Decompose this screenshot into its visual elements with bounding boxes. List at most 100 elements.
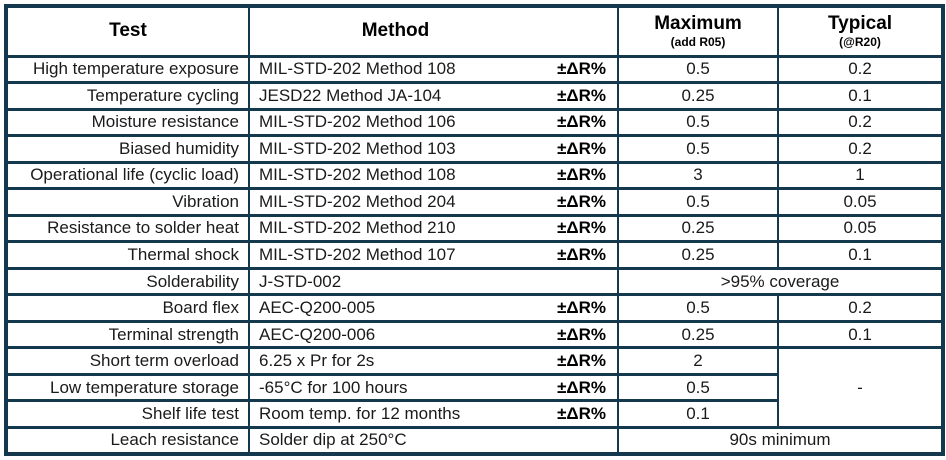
cell-typical: 0.2 [777, 54, 945, 85]
method-text: 6.25 x Pr for 2s [259, 351, 375, 371]
method-row: J-STD-002 [259, 272, 606, 292]
table-row-shelf-life-test: Shelf life test Room temp. for 12 months… [5, 399, 943, 429]
cell-typical: 0.2 [777, 293, 945, 323]
delta-r-label: ±ΔR% [557, 165, 607, 185]
cell-method: Solder dip at 250°C [247, 425, 620, 456]
delta-r-label: ±ΔR% [557, 351, 607, 371]
cell-typical: 0.1 [777, 240, 945, 270]
method-row: -65°C for 100 hours ±ΔR% [259, 378, 606, 398]
table-row-leach-resistance: Leach resistance Solder dip at 250°C 90s… [5, 425, 945, 456]
method-text: MIL-STD-202 Method 108 [259, 59, 456, 79]
table-row-low-temperature-storage: Low temperature storage -65°C for 100 ho… [5, 372, 943, 403]
cell-typical: 0.05 [777, 213, 945, 244]
cell-method: MIL-STD-202 Method 106 ±ΔR% [247, 107, 620, 138]
header-test-label: Test [109, 20, 147, 42]
header-maximum-label: Maximum [654, 13, 742, 35]
delta-r-label: ±ΔR% [557, 404, 607, 424]
cell-maximum: 3 [617, 160, 780, 191]
method-text: MIL-STD-202 Method 204 [259, 191, 456, 211]
cell-method: MIL-STD-202 Method 107 ±ΔR% [247, 240, 620, 270]
method-text: MIL-STD-202 Method 103 [259, 138, 456, 158]
table-row-terminal-strength: Terminal strength AEC-Q200-006 ±ΔR% 0.25… [5, 319, 945, 350]
header-typical: Typical (@R20) [777, 4, 945, 58]
method-text: -65°C for 100 hours [259, 377, 408, 397]
delta-r-label: ±ΔR% [557, 324, 607, 344]
cell-test: Resistance to solder heat [5, 213, 250, 244]
cell-method: -65°C for 100 hours ±ΔR% [247, 372, 620, 403]
method-text: Room temp. for 12 months [259, 404, 461, 424]
delta-r-label: ±ΔR% [557, 112, 607, 132]
delta-r-label: ±ΔR% [557, 59, 607, 79]
cell-method: JESD22 Method JA-104 ±ΔR% [247, 81, 620, 111]
delta-r-label: ±ΔR% [557, 298, 607, 318]
method-row: MIL-STD-202 Method 103 ±ΔR% [259, 139, 606, 159]
table-row-temperature-cycling: Temperature cycling JESD22 Method JA-104… [5, 81, 945, 111]
method-row: AEC-Q200-005 ±ΔR% [259, 298, 606, 318]
table-row-operational-life: Operational life (cyclic load) MIL-STD-2… [5, 160, 945, 191]
table-row-biased-humidity: Biased humidity MIL-STD-202 Method 103 ±… [5, 134, 945, 164]
cell-test: Board flex [5, 293, 250, 323]
cell-test: Temperature cycling [5, 81, 250, 111]
table-row-board-flex: Board flex AEC-Q200-005 ±ΔR% 0.5 0.2 [5, 293, 945, 323]
method-row: AEC-Q200-006 ±ΔR% [259, 325, 606, 345]
cell-maximum: 0.25 [617, 81, 780, 111]
method-row: Solder dip at 250°C [259, 430, 606, 450]
cell-typical: 0.05 [777, 187, 945, 217]
cell-method: AEC-Q200-006 ±ΔR% [247, 319, 620, 350]
method-text: Solder dip at 250°C [259, 430, 407, 450]
table-row-thermal-shock: Thermal shock MIL-STD-202 Method 107 ±ΔR… [5, 240, 945, 270]
cell-maximum: 0.5 [617, 372, 780, 403]
cell-method: Room temp. for 12 months ±ΔR% [247, 399, 620, 429]
cell-typical-merged: - [777, 346, 945, 429]
cell-typical: 1 [777, 160, 945, 191]
method-row: MIL-STD-202 Method 204 ±ΔR% [259, 192, 606, 212]
header-row: Test Method Maximum (add R05) Typical (@… [5, 4, 945, 58]
delta-r-label: ±ΔR% [557, 85, 607, 105]
cell-maximum: 0.25 [617, 319, 780, 350]
cell-test: High temperature exposure [5, 54, 250, 85]
cell-test: Low temperature storage [5, 372, 250, 403]
cell-maximum: 0.5 [617, 293, 780, 323]
cell-test: Vibration [5, 187, 250, 217]
cell-test: Shelf life test [5, 399, 250, 429]
cell-test: Biased humidity [5, 134, 250, 164]
cell-method: MIL-STD-202 Method 103 ±ΔR% [247, 134, 620, 164]
cell-maximum: 0.5 [617, 187, 780, 217]
cell-method: 6.25 x Pr for 2s ±ΔR% [247, 346, 620, 376]
table-row-high-temperature-exposure: High temperature exposure MIL-STD-202 Me… [5, 54, 945, 85]
delta-r-label: ±ΔR% [557, 191, 607, 211]
header-maximum: Maximum (add R05) [617, 4, 780, 58]
reliability-test-table: Test Method Maximum (add R05) Typical (@… [4, 4, 946, 456]
cell-merged-result: 90s minimum [617, 425, 945, 456]
method-text: J-STD-002 [259, 271, 342, 291]
delta-r-label: ±ΔR% [557, 377, 607, 397]
cell-maximum: 2 [617, 346, 780, 376]
table-row-vibration: Vibration MIL-STD-202 Method 204 ±ΔR% 0.… [5, 187, 945, 217]
delta-r-label: ±ΔR% [557, 244, 607, 264]
cell-maximum: 0.25 [617, 240, 780, 270]
cell-method: MIL-STD-202 Method 204 ±ΔR% [247, 187, 620, 217]
method-text: MIL-STD-202 Method 107 [259, 244, 456, 264]
method-row: 6.25 x Pr for 2s ±ΔR% [259, 351, 606, 371]
header-test: Test [5, 4, 250, 58]
cell-test: Leach resistance [5, 425, 250, 456]
cell-test: Thermal shock [5, 240, 250, 270]
header-maximum-subtitle: (add R05) [670, 35, 726, 50]
cell-method: MIL-STD-202 Method 210 ±ΔR% [247, 213, 620, 244]
method-row: MIL-STD-202 Method 108 ±ΔR% [259, 59, 606, 79]
method-text: AEC-Q200-005 [259, 298, 376, 318]
cell-maximum: 0.5 [617, 107, 780, 138]
header-typical-label: Typical [827, 13, 893, 35]
cell-test: Solderability [5, 266, 250, 297]
table-row-solderability: Solderability J-STD-002 >95% coverage [5, 266, 945, 297]
cell-maximum: 0.5 [617, 54, 780, 85]
table-row-resistance-to-solder-heat: Resistance to solder heat MIL-STD-202 Me… [5, 213, 945, 244]
header-method-label: Method [361, 20, 430, 42]
cell-method: MIL-STD-202 Method 108 ±ΔR% [247, 160, 620, 191]
cell-method: J-STD-002 [247, 266, 620, 297]
datasheet-page: Test Method Maximum (add R05) Typical (@… [4, 4, 946, 456]
method-row: Room temp. for 12 months ±ΔR% [259, 404, 606, 424]
method-row: MIL-STD-202 Method 106 ±ΔR% [259, 112, 606, 132]
method-text: MIL-STD-202 Method 106 [259, 112, 456, 132]
cell-typical: 0.1 [777, 81, 945, 111]
